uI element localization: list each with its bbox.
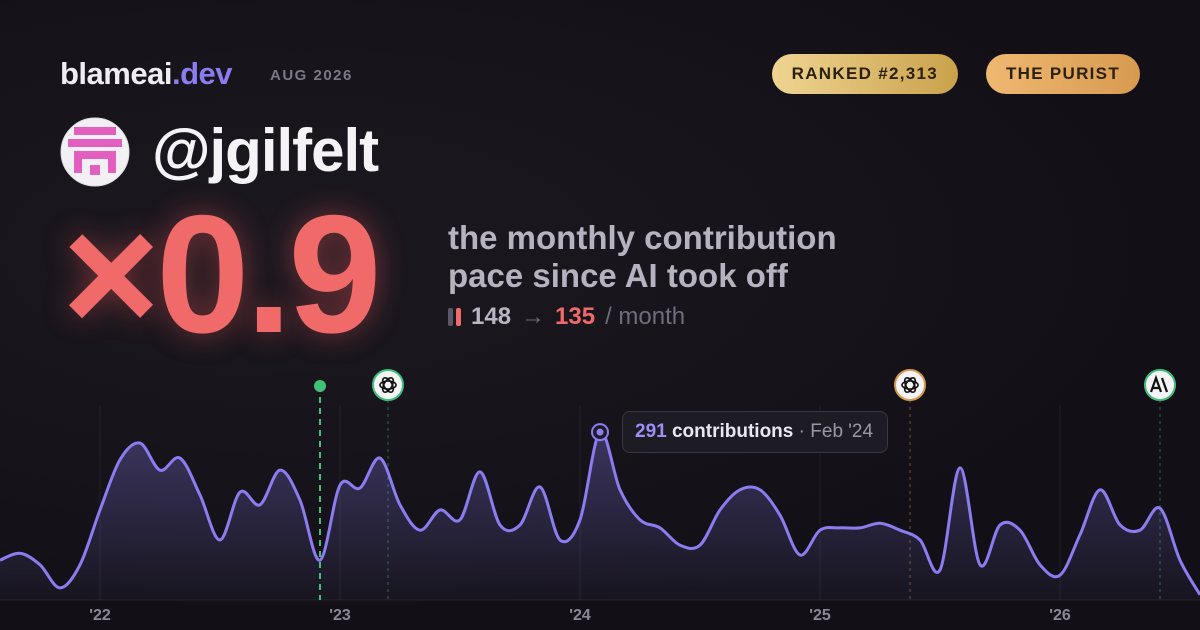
tooltip: 291 contributions · Feb '24: [622, 411, 889, 453]
highlight-dot: [596, 428, 604, 436]
area: [0, 431, 1200, 600]
unit: / month: [605, 303, 686, 330]
date: AUG 2026: [270, 67, 353, 84]
swatch: [448, 308, 461, 326]
title-badge: THE PURIST: [985, 54, 1140, 94]
stats: 148 → 135 / month: [448, 303, 685, 331]
x-tick-label: '23: [329, 607, 351, 624]
handle: @jgilfelt: [152, 117, 379, 184]
description: the monthly contribution: [448, 219, 837, 256]
separator: ·: [798, 421, 805, 442]
multiplier: ×0.9: [62, 180, 382, 368]
rank-badge: RANKED #2,313: [771, 54, 958, 94]
brand-suffix: .dev: [171, 56, 233, 91]
before-value: 148: [471, 303, 512, 330]
description: pace since AI took off: [448, 257, 788, 294]
x-tick-label: '24: [569, 607, 591, 624]
tooltip-label: contributions: [671, 421, 794, 442]
event-icon: [1144, 369, 1176, 401]
after-value: 135: [555, 303, 596, 330]
arrow: →: [521, 303, 546, 330]
x-tick-label: '26: [1049, 607, 1071, 624]
x-tick-label: '25: [809, 607, 831, 624]
avatar: [60, 117, 130, 187]
tooltip-value: 291: [635, 421, 667, 442]
event-icon: [372, 369, 404, 401]
event-icon: [894, 369, 926, 401]
tooltip-date: Feb '24: [810, 421, 874, 442]
brand: blameai.dev: [60, 56, 232, 92]
x-tick-label: '22: [89, 607, 111, 624]
launch-dot: [314, 380, 326, 392]
brand-name: blameai: [60, 56, 172, 91]
